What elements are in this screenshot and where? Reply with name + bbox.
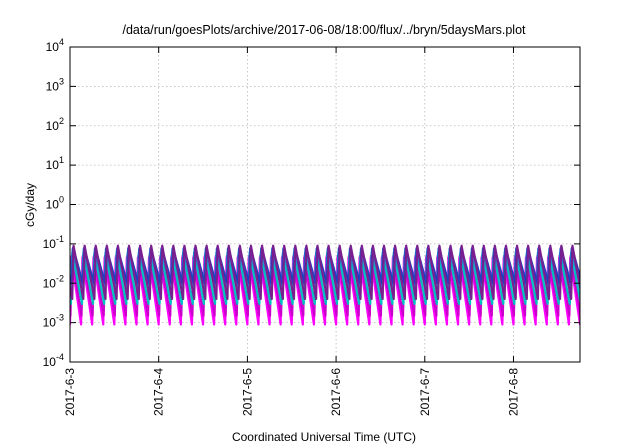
series-line <box>70 244 580 301</box>
series-line <box>70 251 580 305</box>
series-group <box>70 244 580 326</box>
x-tick-label: 2017-6-7 <box>418 368 432 416</box>
y-tick-label: 102 <box>46 116 64 133</box>
y-tick-label: 10-4 <box>43 352 64 369</box>
x-axis: 2017-6-3 2017-6-4 2017-6-5 2017-6-6 2017-6-7… <box>63 47 520 416</box>
x-tick-label: 2017-6-8 <box>506 368 520 416</box>
series-line <box>70 254 580 317</box>
y-tick-label: 103 <box>46 76 64 93</box>
y-tick-label: 101 <box>46 155 64 172</box>
y-tick-label: 10-2 <box>43 273 64 290</box>
x-tick-label: 2017-6-5 <box>240 368 254 416</box>
x-tick-label: 2017-6-4 <box>152 368 166 416</box>
x-tick-label: 2017-6-6 <box>329 368 343 416</box>
y-tick-label: 100 <box>46 195 64 212</box>
y-axis-label: cGy/day <box>23 183 37 227</box>
y-axis: 10-4 10-3 10-2 10-1 100 101 102 103 104 <box>43 37 580 369</box>
x-tick-label: 2017-6-3 <box>63 368 77 416</box>
y-tick-label: 10-3 <box>43 313 64 330</box>
y-tick-label: 10-1 <box>43 234 64 251</box>
x-axis-label: Coordinated Universal Time (UTC) <box>232 430 416 444</box>
y-tick-label: 104 <box>46 37 64 54</box>
chart-title: /data/run/goesPlots/archive/2017-06-08/1… <box>122 23 526 37</box>
